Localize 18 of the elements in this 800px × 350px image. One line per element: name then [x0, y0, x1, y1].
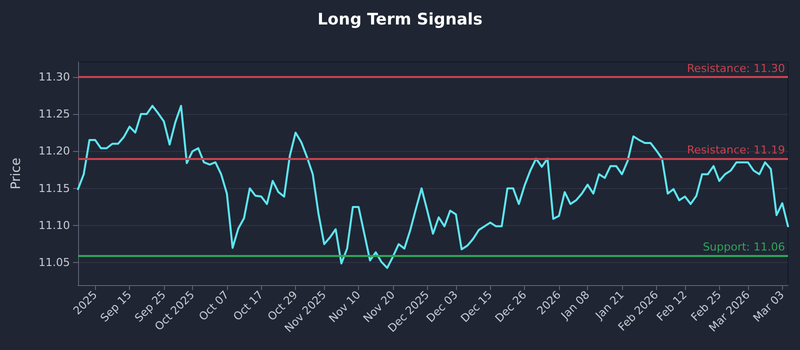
- y-tick-label: 11.20: [38, 144, 70, 158]
- ref-line-label: Resistance: 11.19: [687, 144, 785, 157]
- y-axis-title: Price: [9, 158, 24, 190]
- line-series: [77, 104, 789, 269]
- y-tick-label: 11.05: [38, 256, 70, 270]
- ref-line-label: Resistance: 11.30: [687, 62, 785, 75]
- x-tick-label: Sep 15: [98, 288, 134, 325]
- y-tick-label: 11.25: [38, 108, 70, 121]
- x-tick-label: Dec 15: [458, 288, 495, 325]
- chart-title: Long Term Signals: [317, 10, 483, 28]
- y-tick-label: 11.30: [38, 70, 70, 84]
- x-tick-label: Dec 26: [492, 288, 530, 325]
- x-tick-label: Mar 03: [750, 288, 787, 325]
- ref-line-label: Support: 11.06: [702, 240, 785, 254]
- x-tick-label: Oct 17: [230, 288, 266, 324]
- y-tick-label: 11.10: [38, 219, 70, 232]
- y-tick-label: 11.15: [38, 182, 70, 195]
- x-tick-label: Oct 07: [196, 288, 232, 324]
